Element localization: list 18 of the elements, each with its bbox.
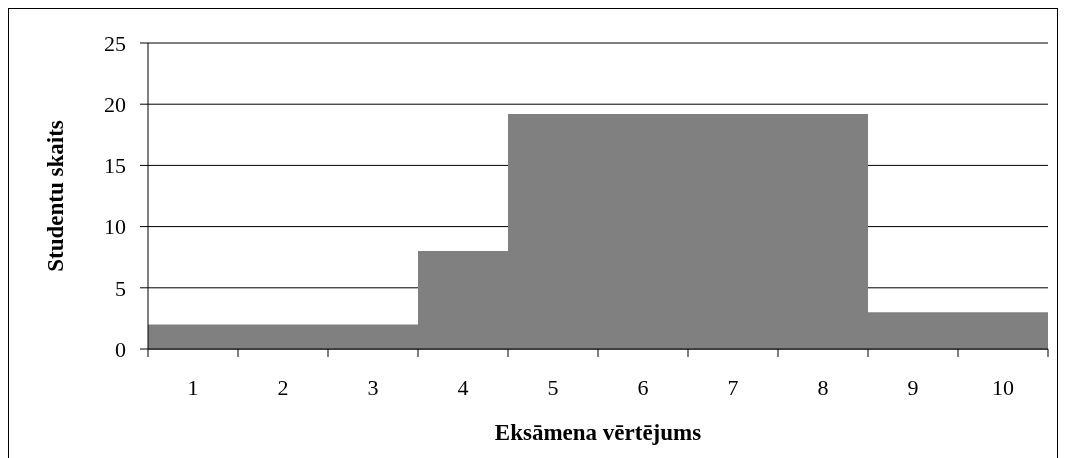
x-tick-label: 2 [277, 374, 289, 400]
x-tick-label: 5 [547, 374, 559, 400]
y-tick-label: 15 [104, 153, 126, 179]
y-tick-label: 10 [104, 214, 126, 240]
x-tick-label: 10 [992, 374, 1014, 400]
y-tick-label: 5 [115, 275, 126, 301]
x-tick-label: 9 [907, 374, 919, 400]
y-axis-title: Studentu skaits [43, 120, 69, 272]
y-tick-label: 20 [104, 92, 126, 118]
x-axis-title: Eksāmena vērtējums [494, 420, 702, 445]
x-tick-label: 7 [727, 374, 739, 400]
x-tick-label: 8 [817, 374, 829, 400]
x-tick-label: 4 [457, 374, 469, 400]
y-tick-label: 25 [104, 30, 126, 56]
x-tick-label: 1 [187, 374, 199, 400]
x-tick-label: 6 [637, 374, 649, 400]
x-tick-label: 3 [367, 374, 379, 400]
y-tick-label: 0 [115, 336, 126, 362]
